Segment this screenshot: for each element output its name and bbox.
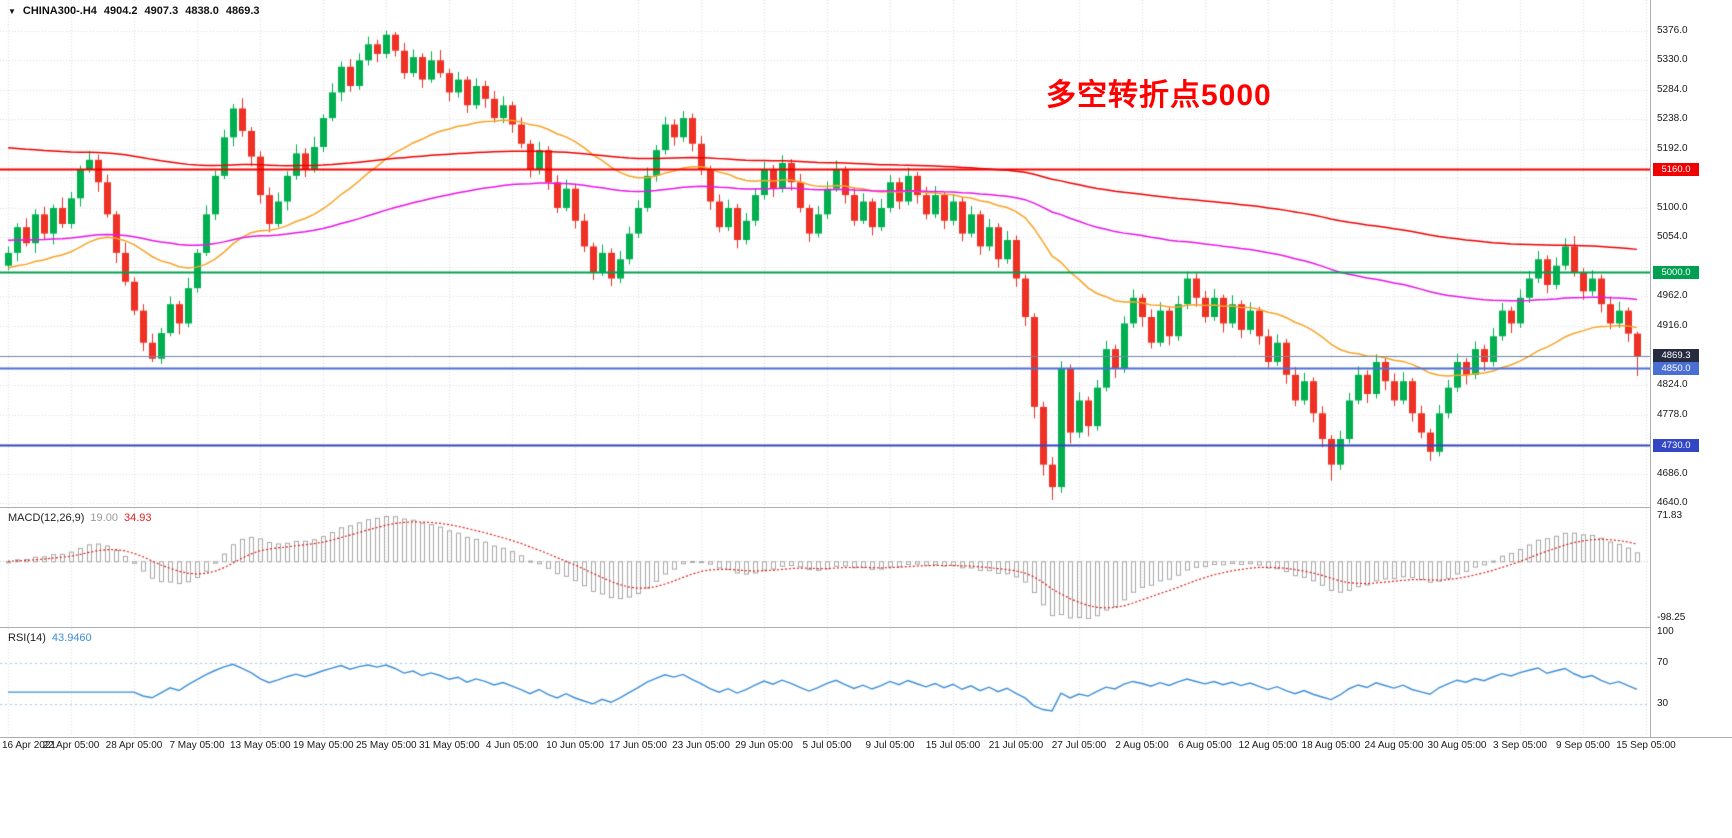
price-axis-label: 5100.0 [1657,201,1688,213]
time-axis-label: 15 Sep 05:00 [1616,740,1676,751]
time-axis-label: 27 Jul 05:00 [1051,740,1107,751]
support-line-4730: 4730.0 [1653,438,1699,452]
bid-price-tag: 4869.3 [1653,349,1699,363]
price-axis-label: 5284.0 [1657,83,1688,95]
time-axis-label: 28 Apr 05:00 [105,740,163,751]
time-axis-label: 17 Jun 05:00 [609,740,667,751]
ohlc-low: 4838.0 [185,5,219,17]
time-axis-label: 19 May 05:00 [293,740,354,751]
rsi-axis-label: 30 [1657,698,1669,710]
price-axis-label: 4824.0 [1657,379,1688,391]
macd-panel-canvas[interactable] [0,508,1650,626]
rsi-panel-canvas[interactable] [0,628,1650,736]
ohlc-close: 4869.3 [225,5,260,17]
time-axis-label: 29 Jun 05:00 [735,740,793,751]
panel-separator[interactable] [0,737,1732,738]
price-axis-label: 4686.0 [1657,467,1688,479]
time-axis-label: 4 Jun 05:00 [485,740,539,751]
rsi-axis-label: 70 [1657,656,1669,668]
time-axis-label: 16 Apr 2021 [2,740,56,751]
time-axis-label: 13 May 05:00 [230,740,291,751]
time-axis-label: 3 Sep 05:00 [1493,740,1547,751]
time-axis-label: 30 Aug 05:00 [1427,740,1487,751]
time-axis-label: 6 Aug 05:00 [1178,740,1232,751]
price-axis-label: 5330.0 [1657,54,1688,66]
rsi-value: 43.9460 [51,632,92,644]
price-axis-label: 5054.0 [1657,231,1688,243]
time-axis-label: 22 Apr 05:00 [42,740,100,751]
resistance-line-5160: 5160.0 [1653,162,1699,176]
time-axis-label: 18 Aug 05:00 [1301,740,1361,751]
rsi-indicator-label: RSI(14) 43.9460 [8,632,92,644]
macd-indicator-label: MACD(12,26,9) 19.00 34.93 [8,512,151,524]
time-axis-label: 2 Aug 05:00 [1115,740,1169,751]
price-axis[interactable]: 4640.0 4686.0 4778.0 4824.0 4916.0 4962.0 5054… [1650,0,1732,737]
price-chart-canvas[interactable] [0,0,1650,507]
price-axis-label: 4916.0 [1657,320,1688,332]
macd-axis-max-label: 71.83 [1657,510,1683,521]
panel-separator[interactable] [0,507,1732,508]
dropdown-arrow-icon[interactable]: ▼ [8,6,16,16]
time-axis-label: 15 Jul 05:00 [925,740,981,751]
support-line-4850: 4850.0 [1653,361,1699,375]
rsi-axis-label: 100 [1657,626,1674,637]
price-axis-label: 4962.0 [1657,290,1688,302]
price-axis-label: 4778.0 [1657,408,1688,420]
time-axis-label: 7 May 05:00 [169,740,225,751]
ohlc-open: 4904.2 [103,5,138,17]
time-axis-label: 25 May 05:00 [356,740,417,751]
rsi-label: RSI(14) [8,632,46,644]
price-axis-label: 4640.0 [1657,497,1688,509]
ohlc-high: 4907.3 [144,5,179,17]
macd-axis-min-label: -98.25 [1657,612,1686,623]
time-axis-label: 12 Aug 05:00 [1238,740,1298,751]
pivot-line-5000: 5000.0 [1653,265,1699,279]
time-axis[interactable]: 16 Apr 2021 22 Apr 05:00 28 Apr 05:00 7 May… [0,740,1700,756]
time-axis-label: 31 May 05:00 [419,740,480,751]
time-axis-label: 9 Sep 05:00 [1556,740,1610,751]
panel-separator[interactable] [0,627,1732,628]
symbol-name: CHINA300-.H4 [22,5,97,17]
symbol-info: ▼ CHINA300-.H4 4904.2 4907.3 4838.0 4869… [8,5,260,17]
macd-value: 19.00 [90,512,118,524]
macd-label: MACD(12,26,9) [8,512,85,524]
time-axis-label: 5 Jul 05:00 [802,740,852,751]
price-axis-label: 5238.0 [1657,113,1688,125]
time-axis-label: 9 Jul 05:00 [865,740,915,751]
chart-annotation-text: 多空转折点5000 [1046,79,1272,112]
macd-signal-value: 34.93 [123,512,152,524]
time-axis-label: 24 Aug 05:00 [1364,740,1424,751]
price-axis-label: 5192.0 [1657,142,1688,154]
time-axis-label: 10 Jun 05:00 [546,740,604,751]
time-axis-label: 21 Jul 05:00 [988,740,1044,751]
time-axis-label: 23 Jun 05:00 [672,740,730,751]
price-axis-label: 5376.0 [1657,24,1688,36]
